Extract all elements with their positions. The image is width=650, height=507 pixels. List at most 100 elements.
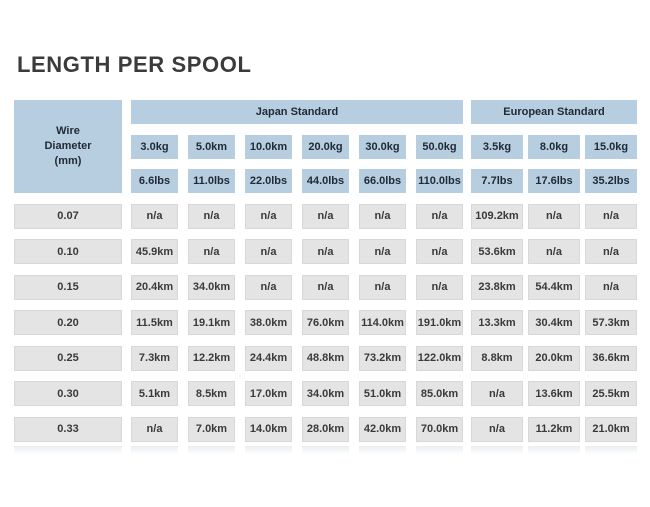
lbs-header-cell: 66.0lbs: [359, 169, 406, 193]
value-cell: 13.3km: [471, 310, 523, 335]
value-cell: n/a: [302, 239, 349, 264]
value-cell: n/a: [585, 239, 637, 264]
value-cell: 7.0km: [188, 416, 235, 442]
value-cell: 14.0km: [245, 416, 292, 442]
faded-row-cell: [528, 446, 580, 454]
lbs-header-cell: 44.0lbs: [302, 169, 349, 193]
wire-diameter-header: Wire Diameter (mm): [14, 100, 122, 193]
value-cell: 30.4km: [528, 310, 580, 335]
page-title: LENGTH PER SPOOL: [17, 52, 252, 77]
value-cell: n/a: [585, 203, 637, 229]
value-cell: 45.9km: [131, 239, 178, 264]
value-cell: 70.0km: [416, 416, 463, 442]
value-cell: 85.0km: [416, 381, 463, 406]
diameter-cell: 0.33: [14, 416, 122, 442]
value-cell: 11.5km: [131, 310, 178, 335]
value-cell: n/a: [471, 381, 523, 406]
value-cell: n/a: [416, 274, 463, 300]
wire-diameter-header-line1: Wire: [56, 125, 80, 138]
kg-header-cell: 8.0kg: [528, 134, 580, 159]
faded-row-cell: [471, 446, 523, 454]
faded-row-cell: [188, 446, 235, 454]
lbs-header-cell: 7.7lbs: [471, 169, 523, 193]
value-cell: n/a: [528, 203, 580, 229]
value-cell: n/a: [359, 239, 406, 264]
diameter-cell: 0.25: [14, 345, 122, 371]
value-cell: 122.0km: [416, 345, 463, 371]
value-cell: 34.0km: [302, 381, 349, 406]
value-cell: 24.4km: [245, 345, 292, 371]
faded-row-cell: [359, 446, 406, 454]
value-cell: 21.0km: [585, 416, 637, 442]
value-cell: 5.1km: [131, 381, 178, 406]
value-cell: n/a: [131, 416, 178, 442]
kg-header-cell: 10.0km: [245, 134, 292, 159]
value-cell: 34.0km: [188, 274, 235, 300]
wire-diameter-header-line3: (mm): [54, 154, 82, 167]
kg-header-cell: 30.0kg: [359, 134, 406, 159]
value-cell: 20.4km: [131, 274, 178, 300]
value-cell: 76.0km: [302, 310, 349, 335]
value-cell: n/a: [302, 274, 349, 300]
value-cell: 38.0km: [245, 310, 292, 335]
value-cell: 53.6km: [471, 239, 523, 264]
value-cell: 13.6km: [528, 381, 580, 406]
kg-header-cell: 3.5kg: [471, 134, 523, 159]
value-cell: 42.0km: [359, 416, 406, 442]
diameter-cell: 0.10: [14, 239, 122, 264]
kg-header-cell: 5.0km: [188, 134, 235, 159]
value-cell: n/a: [302, 203, 349, 229]
diameter-cell: 0.30: [14, 381, 122, 406]
value-cell: n/a: [245, 239, 292, 264]
value-cell: n/a: [245, 203, 292, 229]
value-cell: n/a: [416, 203, 463, 229]
value-cell: 8.8km: [471, 345, 523, 371]
value-cell: 57.3km: [585, 310, 637, 335]
lbs-header-cell: 11.0lbs: [188, 169, 235, 193]
lbs-header-cell: 22.0lbs: [245, 169, 292, 193]
value-cell: 48.8km: [302, 345, 349, 371]
value-cell: 28.0km: [302, 416, 349, 442]
value-cell: 19.1km: [188, 310, 235, 335]
value-cell: n/a: [359, 274, 406, 300]
value-cell: 8.5km: [188, 381, 235, 406]
faded-row-cell: [131, 446, 178, 454]
value-cell: n/a: [131, 203, 178, 229]
japan-standard-group-header: Japan Standard: [131, 100, 463, 124]
european-standard-group-header: European Standard: [471, 100, 637, 124]
value-cell: n/a: [528, 239, 580, 264]
value-cell: n/a: [471, 416, 523, 442]
kg-header-cell: 50.0kg: [416, 134, 463, 159]
value-cell: 20.0km: [528, 345, 580, 371]
value-cell: n/a: [585, 274, 637, 300]
faded-row-cell: [302, 446, 349, 454]
value-cell: 11.2km: [528, 416, 580, 442]
lbs-header-cell: 6.6lbs: [131, 169, 178, 193]
value-cell: 54.4km: [528, 274, 580, 300]
value-cell: n/a: [245, 274, 292, 300]
length-table: Wire Diameter (mm) Japan Standard Europe…: [14, 100, 637, 442]
value-cell: 17.0km: [245, 381, 292, 406]
value-cell: 191.0km: [416, 310, 463, 335]
faded-next-row: [14, 446, 637, 454]
value-cell: 23.8km: [471, 274, 523, 300]
faded-row-cell: [585, 446, 637, 454]
value-cell: n/a: [359, 203, 406, 229]
value-cell: 7.3km: [131, 345, 178, 371]
lbs-header-cell: 17.6lbs: [528, 169, 580, 193]
value-cell: n/a: [188, 203, 235, 229]
kg-header-cell: 15.0kg: [585, 134, 637, 159]
kg-header-cell: 3.0kg: [131, 134, 178, 159]
kg-header-cell: 20.0kg: [302, 134, 349, 159]
value-cell: 36.6km: [585, 345, 637, 371]
faded-row-cell: [245, 446, 292, 454]
wire-diameter-header-line2: Diameter: [44, 140, 92, 153]
value-cell: n/a: [416, 239, 463, 264]
value-cell: 114.0km: [359, 310, 406, 335]
value-cell: 109.2km: [471, 203, 523, 229]
faded-row-cell: [416, 446, 463, 454]
value-cell: n/a: [188, 239, 235, 264]
lbs-header-cell: 110.0lbs: [416, 169, 463, 193]
faded-row-cell: [14, 446, 122, 454]
value-cell: 25.5km: [585, 381, 637, 406]
